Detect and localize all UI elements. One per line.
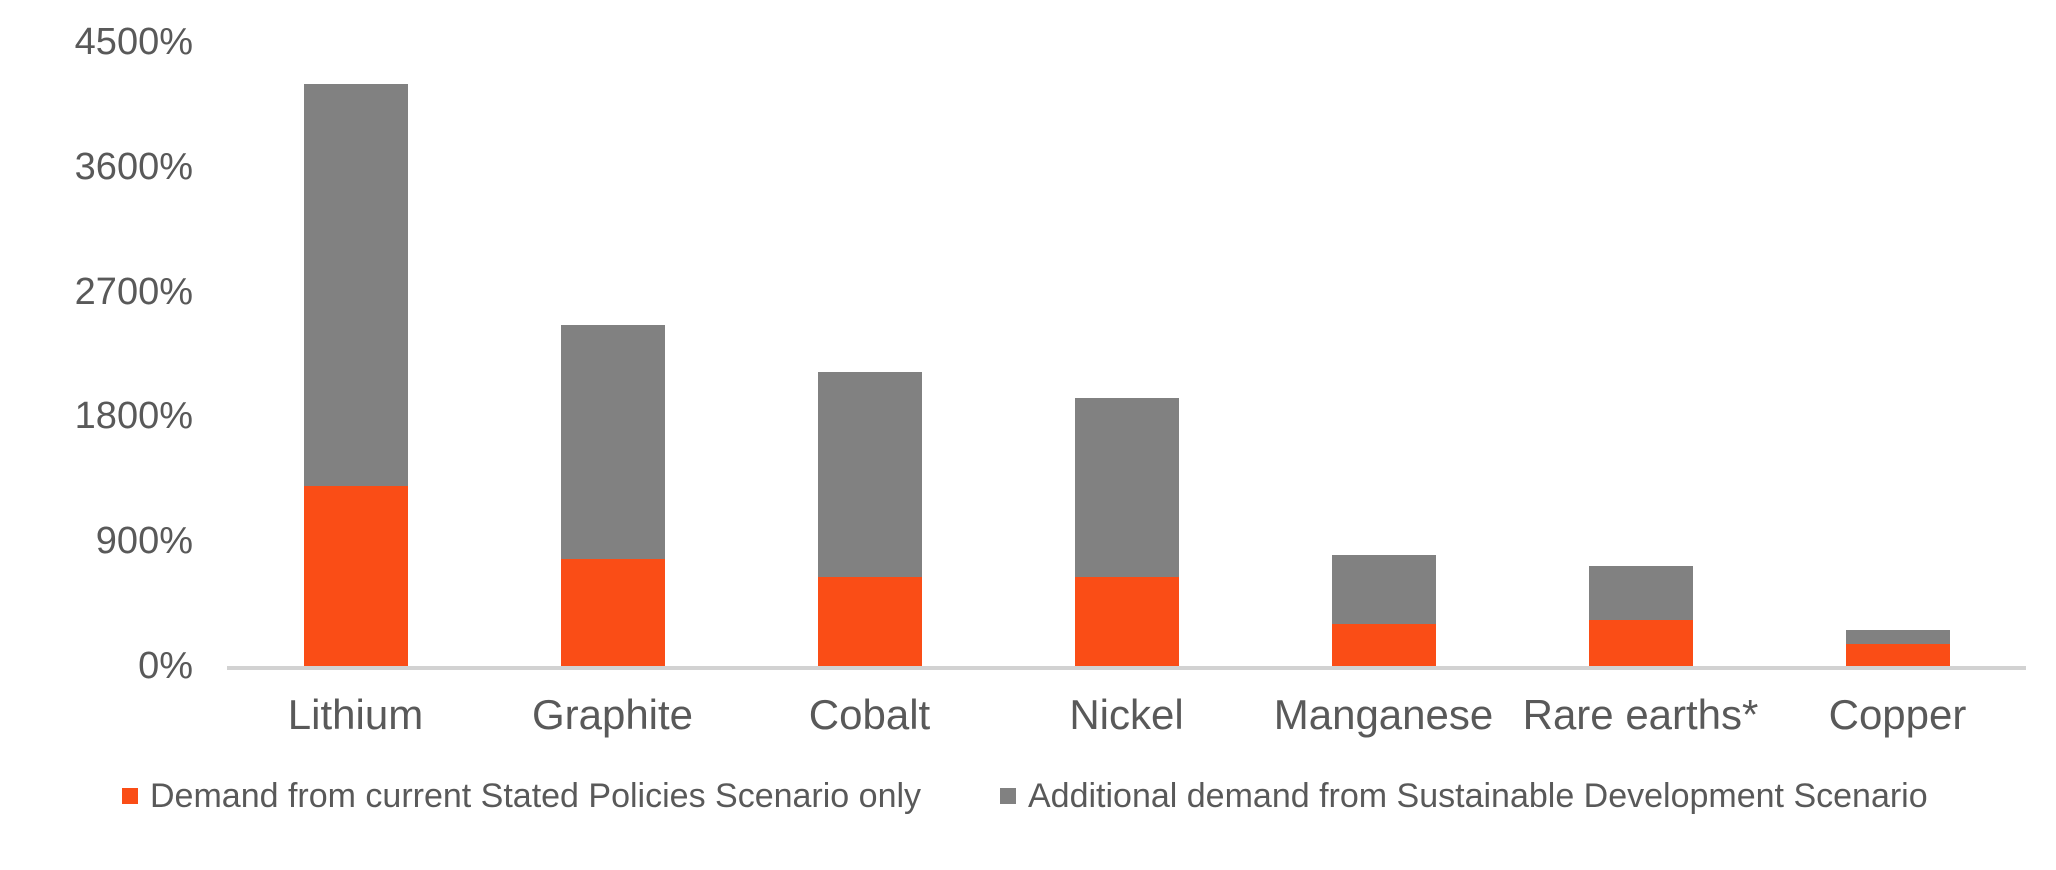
plot-area	[227, 42, 2026, 666]
bar-segment-stated-policies	[1845, 644, 1950, 666]
stacked-bar	[1331, 555, 1436, 666]
bar-segment-stated-policies	[303, 486, 408, 666]
x-category-label: Copper	[1828, 691, 1967, 738]
bar-column-graphite	[484, 42, 741, 666]
bar-segment-sds-additional	[817, 372, 922, 577]
x-category-label: Nickel	[1069, 691, 1184, 738]
legend-item-stated-policies: Demand from current Stated Policies Scen…	[122, 776, 921, 816]
stated-policies-legend-swatch	[122, 788, 138, 804]
stacked-bar	[1845, 630, 1950, 666]
bar-segment-stated-policies	[817, 577, 922, 666]
bar-segment-sds-additional	[1845, 630, 1950, 644]
bar-segment-sds-additional	[1074, 398, 1179, 577]
y-tick-label: 900%	[95, 520, 193, 562]
x-category-label: Lithium	[287, 691, 424, 738]
legend-label-sustainable-development: Additional demand from Sustainable Devel…	[1028, 777, 1928, 815]
bar-column-cobalt	[741, 42, 998, 666]
bar-segment-stated-policies	[1331, 624, 1436, 666]
x-axis-labels: Lithium Graphite Cobalt Nickel Manganese Rare…	[227, 694, 2026, 736]
x-category-label: Graphite	[531, 691, 694, 738]
x-category-label: Rare earths*	[1522, 691, 1759, 738]
bar-segment-stated-policies	[1588, 620, 1693, 666]
bar-segment-sds-additional	[1588, 566, 1693, 620]
y-tick-label: 4500%	[74, 21, 193, 63]
x-axis-line	[227, 666, 2026, 670]
bar-segment-stated-policies	[1074, 577, 1179, 666]
stacked-bar	[560, 325, 665, 666]
y-tick-label: 1800%	[74, 395, 193, 437]
bar-column-lithium	[227, 42, 484, 666]
stacked-bar	[303, 84, 408, 666]
bar-segment-sds-additional	[1331, 555, 1436, 624]
stacked-bar	[817, 372, 922, 666]
bar-segment-sds-additional	[303, 84, 408, 486]
legend-item-sustainable-development: Additional demand from Sustainable Devel…	[1000, 776, 1928, 816]
bar-segment-sds-additional	[560, 325, 665, 559]
stacked-bar	[1588, 566, 1693, 666]
y-tick-label: 0%	[138, 645, 193, 687]
bar-column-copper	[1769, 42, 2026, 666]
sustainable-development-legend-swatch	[1000, 788, 1016, 804]
bar-column-rareearths	[1512, 42, 1769, 666]
y-tick-label: 3600%	[74, 146, 193, 188]
x-category-label: Cobalt	[808, 691, 931, 738]
y-tick-label: 2700%	[74, 271, 193, 313]
bar-column-nickel	[998, 42, 1255, 666]
x-category-label: Manganese	[1273, 691, 1494, 738]
stacked-bar	[1074, 398, 1179, 666]
legend-label-stated-policies: Demand from current Stated Policies Scen…	[150, 777, 922, 815]
bar-column-manganese	[1255, 42, 1512, 666]
bar-segment-stated-policies	[560, 559, 665, 666]
